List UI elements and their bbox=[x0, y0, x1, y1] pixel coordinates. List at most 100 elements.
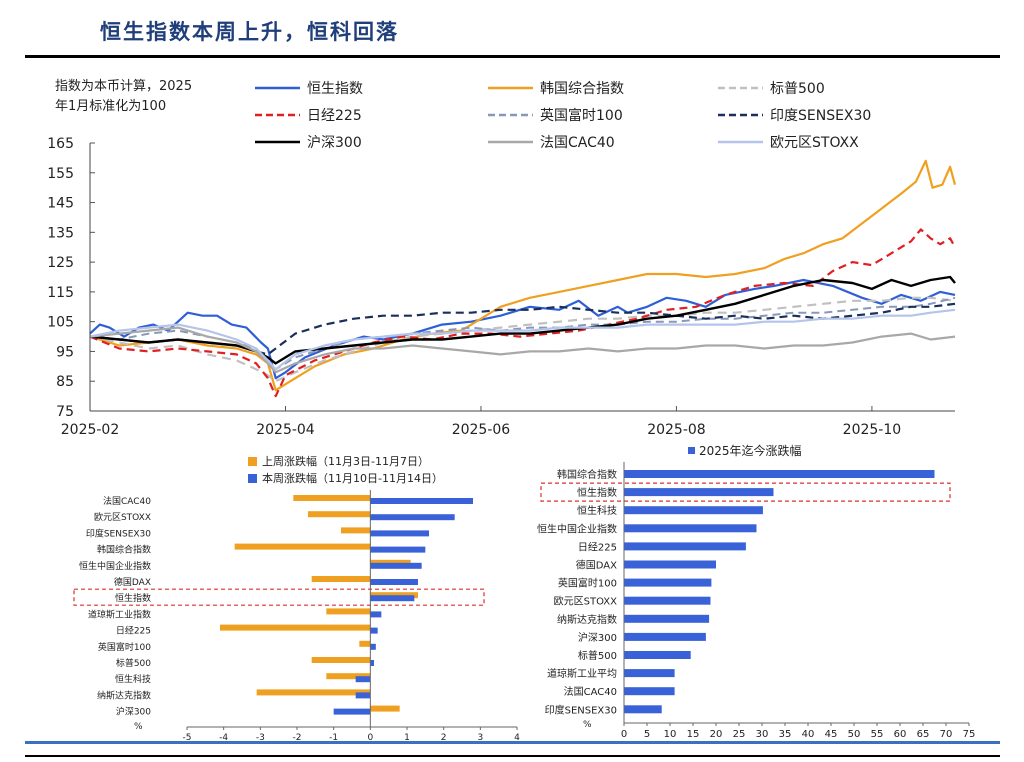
category-label: 印度SENSEX30 bbox=[86, 527, 151, 539]
category-label: 德国DAX bbox=[114, 576, 151, 588]
x-tick-label: 65 bbox=[917, 729, 930, 740]
bar bbox=[359, 640, 371, 647]
bar bbox=[333, 708, 371, 715]
bar bbox=[370, 705, 400, 712]
bar bbox=[370, 546, 426, 553]
bar bbox=[370, 514, 455, 521]
x-tick-label: 40 bbox=[802, 729, 815, 740]
category-label: 标普500 bbox=[116, 657, 151, 669]
series-line bbox=[89, 296, 956, 383]
line-chart: 指数为本币计算，2025 年1月标准化为100 恒生指数 韩国综合指数 标普500 日经2… bbox=[47, 79, 957, 438]
x-tick-label: 60 bbox=[894, 729, 907, 740]
bar bbox=[624, 632, 706, 641]
bar bbox=[624, 560, 716, 569]
legend-label: 上周涨跌幅（11月3日-11月7日） bbox=[262, 454, 429, 468]
blue-rule bbox=[25, 741, 1000, 744]
category-label: 日经225 bbox=[578, 540, 617, 553]
category-label: 标普500 bbox=[578, 649, 617, 662]
y-tick-label: 125 bbox=[47, 255, 74, 271]
series-line bbox=[89, 302, 956, 356]
x-tick-label: 30 bbox=[756, 729, 769, 740]
bar bbox=[370, 498, 473, 504]
x-tick-label: 2 bbox=[441, 733, 447, 740]
chart-note: 指数为本币计算，2025 bbox=[55, 79, 192, 94]
legend-label: 英国富时100 bbox=[540, 107, 623, 124]
x-tick-label: 45 bbox=[825, 729, 838, 740]
category-label: 韩国综合指数 bbox=[557, 468, 617, 481]
bar bbox=[370, 579, 418, 585]
x-tick-label: 2025-02 bbox=[61, 422, 120, 438]
category-label: 恒生中国企业指数 bbox=[79, 560, 151, 572]
category-label: 德国DAX bbox=[576, 559, 617, 572]
bar bbox=[624, 669, 675, 678]
legend-label: 法国CAC40 bbox=[540, 135, 615, 151]
x-tick-label: 0 bbox=[621, 729, 627, 740]
bar bbox=[308, 511, 371, 518]
series-line bbox=[89, 275, 956, 365]
legend-label: 日经225 bbox=[307, 108, 362, 124]
series-line bbox=[89, 326, 956, 374]
category-label: 恒生指数 bbox=[115, 592, 151, 604]
legend-label: 欧元区STOXX bbox=[770, 135, 859, 151]
category-label: 沪深300 bbox=[578, 631, 617, 644]
bar bbox=[624, 488, 774, 497]
category-label: 纳斯达克指数 bbox=[557, 613, 617, 626]
legend-label: 印度SENSEX30 bbox=[770, 108, 871, 124]
category-label: 欧元区STOXX bbox=[554, 596, 618, 608]
legend-label: 标普500 bbox=[770, 81, 825, 97]
category-label: 道琼斯工业平均 bbox=[547, 667, 617, 680]
x-tick-label: 2025-10 bbox=[843, 422, 902, 438]
category-label: 纳斯达克指数 bbox=[97, 689, 151, 701]
category-label: 恒生指数 bbox=[577, 486, 617, 499]
bar bbox=[370, 611, 382, 618]
category-label: 法国CAC40 bbox=[564, 685, 617, 698]
bar bbox=[624, 506, 763, 515]
highlight-box bbox=[540, 482, 951, 502]
legend-label: 2025年迄今涨跌幅 bbox=[699, 443, 802, 458]
bar bbox=[234, 543, 371, 550]
category-label: 沪深300 bbox=[116, 706, 151, 718]
x-tick-label: 2025-08 bbox=[647, 422, 706, 438]
weekly-change-bar-chart: 上周涨跌幅（11月3日-11月7日） 本周涨跌幅（11月10日-11月14日） 法国… bbox=[73, 454, 520, 740]
series-line bbox=[89, 308, 956, 371]
x-tick-label: 4 bbox=[514, 733, 520, 740]
bar bbox=[256, 689, 371, 696]
category-label: 欧元区STOXX bbox=[94, 511, 151, 523]
y-tick-label: 135 bbox=[47, 225, 74, 241]
bar bbox=[370, 660, 374, 666]
y-tick-label: 85 bbox=[56, 374, 74, 390]
bar bbox=[370, 562, 422, 569]
category-label: 法国CAC40 bbox=[103, 495, 151, 507]
x-tick-label: 0 bbox=[367, 733, 373, 740]
bar bbox=[293, 495, 371, 501]
x-tick-label: 5 bbox=[644, 729, 650, 740]
bar bbox=[624, 596, 711, 605]
x-tick-label: 10 bbox=[664, 729, 677, 740]
y-tick-label: 165 bbox=[47, 136, 74, 152]
x-tick-label: 2025-06 bbox=[452, 422, 511, 438]
x-tick-label: -1 bbox=[329, 733, 338, 740]
category-label: 恒生科技 bbox=[115, 673, 151, 685]
page-title: 恒生指数本周上升，恒科回落 bbox=[100, 20, 399, 44]
x-tick-label: -5 bbox=[183, 733, 192, 740]
y-tick-label: 95 bbox=[56, 344, 74, 360]
category-label: 道琼斯工业指数 bbox=[88, 608, 151, 620]
bar bbox=[311, 657, 371, 663]
legend-label: 恒生指数 bbox=[307, 81, 363, 97]
bar bbox=[624, 705, 662, 714]
legend-label: 韩国综合指数 bbox=[540, 81, 624, 97]
x-tick-label: 25 bbox=[733, 729, 746, 740]
x-tick-label: 50 bbox=[848, 729, 861, 740]
x-tick-label: 20 bbox=[710, 729, 723, 740]
bar bbox=[370, 643, 376, 650]
x-tick-label: 70 bbox=[940, 729, 953, 740]
x-tick-label: -4 bbox=[219, 733, 228, 740]
bar bbox=[370, 595, 415, 602]
bar bbox=[326, 608, 371, 615]
bottom-rule bbox=[25, 755, 1000, 757]
x-tick-label: 15 bbox=[687, 729, 700, 740]
x-unit-label: % bbox=[583, 720, 592, 730]
x-unit-label: % bbox=[134, 722, 143, 732]
bar bbox=[624, 542, 746, 551]
